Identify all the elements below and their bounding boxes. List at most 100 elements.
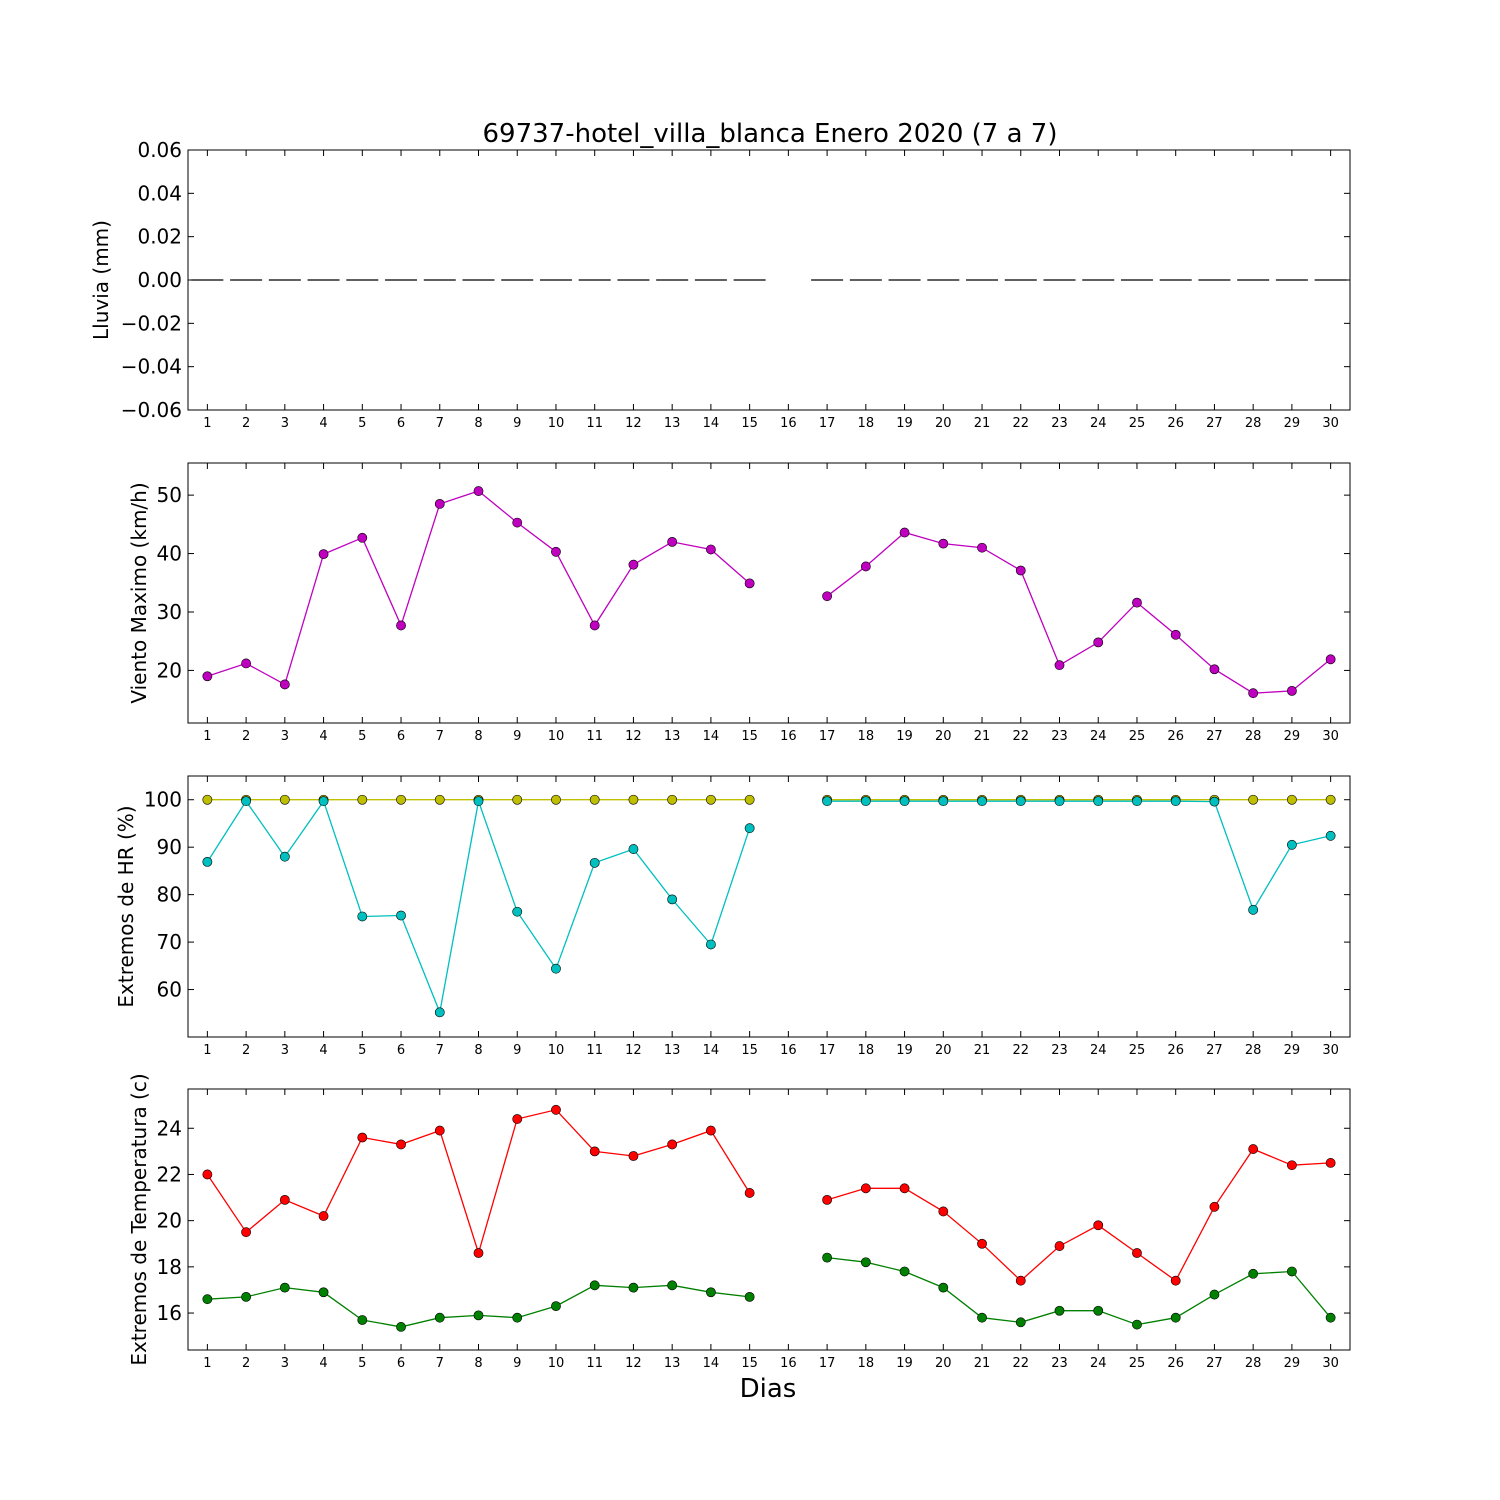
- x-tick-label: 9: [513, 1043, 521, 1058]
- x-tick-label: 26: [1167, 416, 1184, 431]
- x-tick-label: 7: [436, 1356, 444, 1371]
- data-point: [396, 1322, 406, 1332]
- data-point: [706, 1287, 716, 1298]
- series-1: [202, 486, 1336, 699]
- data-point: [706, 794, 716, 805]
- data-point: [357, 794, 368, 805]
- data-point: [977, 542, 987, 553]
- y-tick-label: 50: [157, 483, 182, 507]
- x-tick-label: 4: [319, 1043, 327, 1058]
- data-point: [1170, 796, 1181, 807]
- data-point: [202, 1294, 213, 1305]
- x-tick-label: 22: [1012, 416, 1029, 431]
- data-point: [1132, 796, 1142, 807]
- data-point: [1054, 1241, 1065, 1251]
- series-line: [206, 1109, 751, 1256]
- x-tick-label: 30: [1322, 416, 1339, 431]
- data-point: [357, 532, 368, 543]
- x-tick-label: 3: [281, 1356, 289, 1371]
- x-tick-label: 14: [703, 1043, 720, 1058]
- data-point: [1015, 565, 1026, 576]
- x-tick-label: 8: [474, 1043, 482, 1058]
- data-point: [744, 1188, 755, 1198]
- data-point: [279, 794, 290, 805]
- data-point: [357, 1315, 368, 1325]
- x-tick-label: 23: [1051, 1356, 1068, 1371]
- y-tick-label: 0.00: [137, 268, 182, 292]
- data-point: [473, 486, 484, 496]
- x-tick-label: 9: [513, 416, 521, 431]
- x-tick-label: 24: [1090, 729, 1107, 744]
- data-point: [899, 1183, 910, 1194]
- x-tick-label: 16: [780, 1043, 797, 1058]
- x-tick-label: 23: [1051, 416, 1068, 431]
- data-point: [899, 527, 910, 538]
- data-point: [706, 1125, 716, 1136]
- data-point: [396, 620, 406, 631]
- x-tick-label: 26: [1167, 729, 1184, 744]
- data-point: [938, 1206, 949, 1217]
- x-tick-label: 28: [1245, 729, 1262, 744]
- x-tick-label: 23: [1051, 1043, 1068, 1058]
- x-tick-label: 20: [935, 729, 952, 744]
- data-point: [1248, 904, 1259, 915]
- data-point: [279, 679, 290, 690]
- data-point: [318, 1211, 329, 1221]
- data-point: [1170, 1275, 1181, 1286]
- data-point: [512, 517, 523, 528]
- data-point: [318, 549, 329, 560]
- data-point: [938, 1282, 949, 1293]
- data-point: [202, 671, 213, 682]
- data-point: [512, 1312, 523, 1323]
- data-point: [744, 794, 755, 805]
- x-tick-label: 11: [586, 1356, 603, 1371]
- data-point: [241, 796, 251, 807]
- series-line: [207, 1284, 750, 1328]
- data-point: [1015, 1317, 1026, 1328]
- data-point: [744, 578, 755, 589]
- data-point: [512, 1114, 523, 1124]
- x-tick-label: 1: [203, 1356, 211, 1371]
- x-tick-label: 6: [397, 1043, 405, 1058]
- x-tick-label: 3: [281, 729, 289, 744]
- x-tick-label: 25: [1129, 1356, 1146, 1371]
- data-point: [1287, 794, 1297, 805]
- data-point: [357, 1132, 368, 1143]
- data-point: [202, 1169, 213, 1180]
- data-point: [1054, 660, 1065, 671]
- series-line: [827, 800, 1331, 912]
- data-point: [512, 794, 523, 805]
- x-tick-label: 8: [474, 1356, 482, 1371]
- data-point: [860, 1183, 871, 1194]
- data-point: [1054, 796, 1065, 807]
- x-tick-label: 19: [896, 1043, 913, 1058]
- data-point: [1325, 654, 1336, 665]
- x-tick-label: 1: [203, 729, 211, 744]
- data-point: [434, 1125, 445, 1136]
- x-tick-label: 2: [242, 1356, 250, 1371]
- data-point: [202, 794, 213, 805]
- x-tick-label: 20: [935, 1356, 952, 1371]
- y-tick-label: 30: [157, 600, 182, 624]
- x-tick-label: 18: [858, 1356, 875, 1371]
- series-2: [202, 1252, 1336, 1332]
- x-tick-label: 14: [703, 1356, 720, 1371]
- data-point: [551, 794, 561, 805]
- x-tick-label: 8: [474, 729, 482, 744]
- data-point: [822, 1252, 832, 1263]
- data-point: [1248, 1268, 1259, 1279]
- data-point: [1093, 1305, 1104, 1316]
- data-point: [706, 544, 716, 555]
- x-tick-label: 15: [741, 416, 758, 431]
- x-tick-label: 22: [1012, 729, 1029, 744]
- x-tick-label: 5: [358, 1043, 366, 1058]
- axes-frame: [187, 149, 1351, 411]
- data-point: [860, 561, 871, 572]
- x-tick-label: 28: [1245, 1356, 1262, 1371]
- x-tick-label: 11: [586, 416, 603, 431]
- series-1: [202, 1104, 1336, 1286]
- data-point: [589, 857, 600, 868]
- series-2: [202, 796, 1336, 1018]
- figure-title: 69737-hotel_villa_blanca Enero 2020 (7 a…: [483, 119, 1058, 149]
- data-point: [434, 1007, 445, 1018]
